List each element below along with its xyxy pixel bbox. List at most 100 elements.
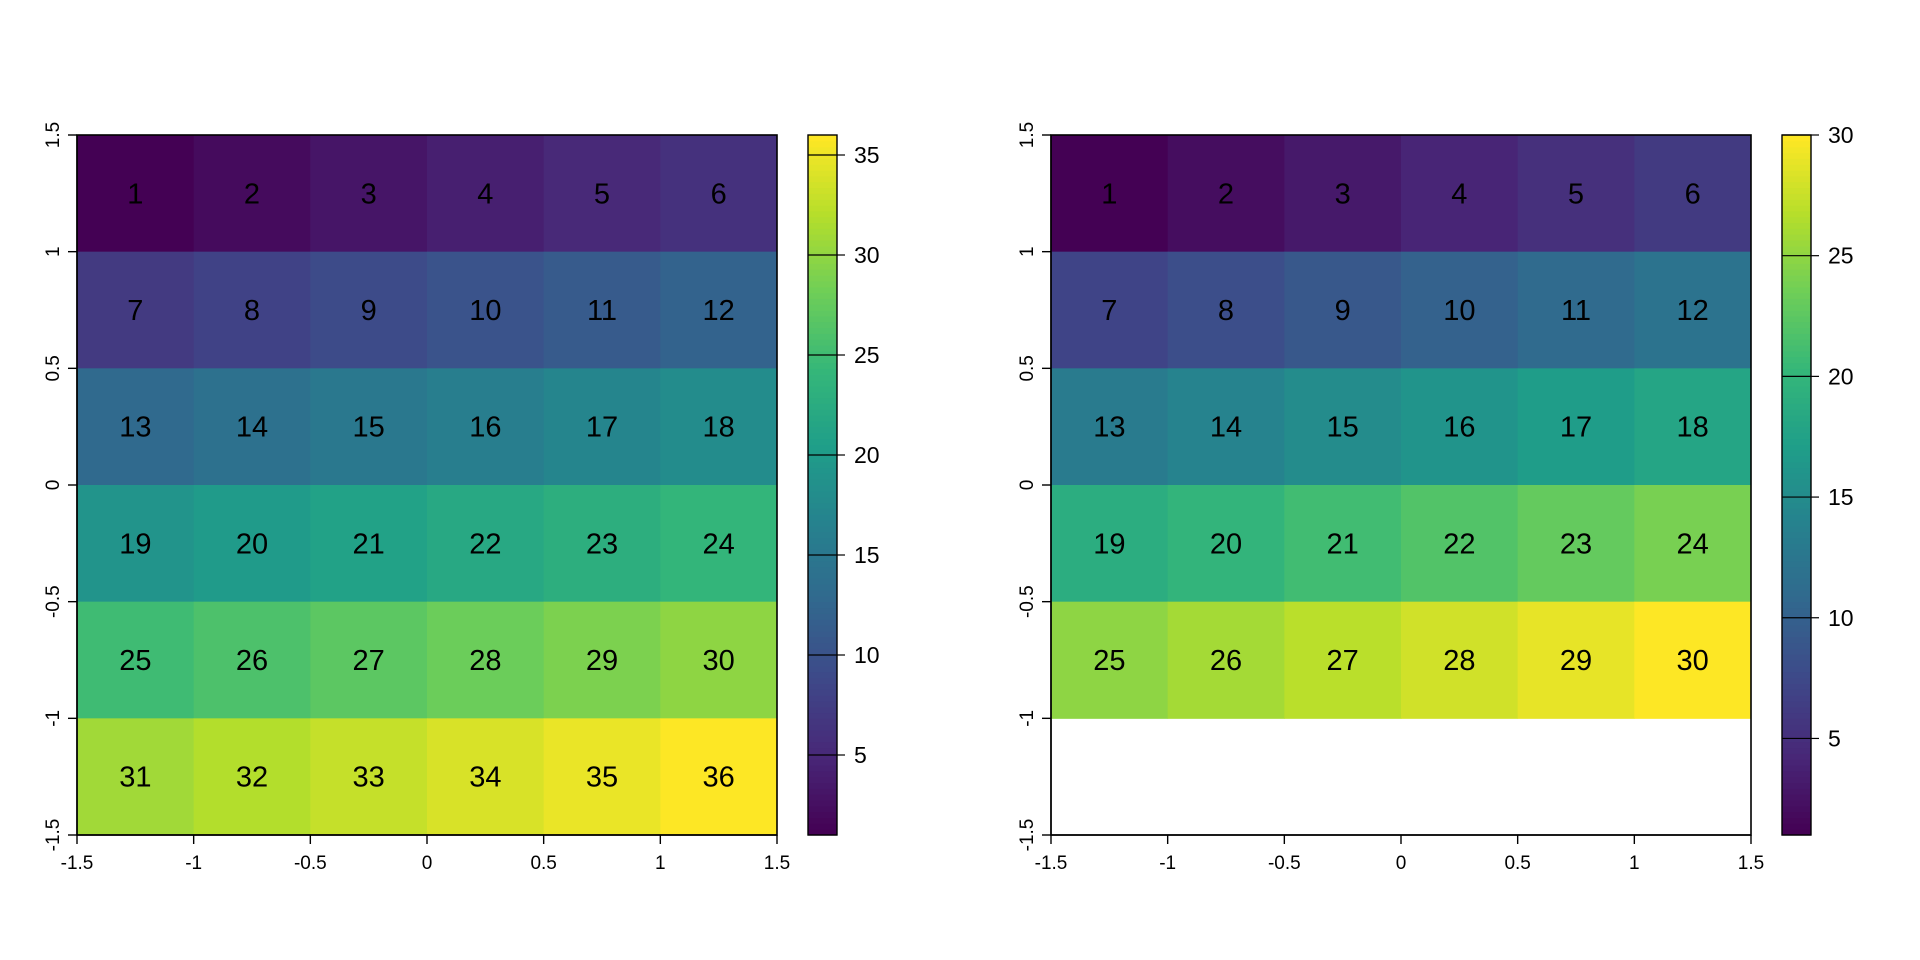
colorbar-band xyxy=(808,403,837,410)
colorbar-band xyxy=(1782,152,1811,159)
colorbar-band xyxy=(1782,339,1811,346)
colorbar-band xyxy=(1782,432,1811,439)
colorbar-band xyxy=(1782,805,1811,813)
heatmap-cells xyxy=(1051,135,1752,719)
heatmap-cell xyxy=(427,251,545,369)
colorbar-band xyxy=(1782,146,1811,154)
colorbar-band xyxy=(808,304,837,311)
colorbar-band xyxy=(1782,648,1811,655)
heatmap-cell xyxy=(193,718,311,836)
colorbar-band xyxy=(1782,660,1811,667)
heatmap-cell xyxy=(310,485,428,603)
colorbar-band xyxy=(808,210,837,218)
colorbar-band xyxy=(808,350,837,358)
x-tick-label: -1 xyxy=(1159,853,1176,874)
colorbar-band xyxy=(1782,607,1811,614)
heatmap-cell xyxy=(1634,135,1752,253)
cell-label: 2 xyxy=(1218,178,1234,210)
cell-label: 3 xyxy=(361,178,377,210)
heatmap-cell xyxy=(1634,251,1752,369)
heatmap-cell xyxy=(1284,368,1402,486)
colorbar-band xyxy=(808,537,837,544)
colorbar-band xyxy=(1782,671,1811,679)
colorbar-band xyxy=(808,426,837,434)
colorbar-band xyxy=(808,590,837,597)
colorbar-band xyxy=(1782,560,1811,568)
cell-label: 25 xyxy=(1093,645,1125,677)
colorbar-band xyxy=(1782,776,1811,784)
cell-label: 22 xyxy=(469,528,501,560)
cell-label: 7 xyxy=(127,295,143,327)
colorbar-band xyxy=(1782,175,1811,183)
colorbar-band xyxy=(1782,765,1811,772)
colorbar-band xyxy=(1782,683,1811,690)
colorbar-band xyxy=(808,584,837,591)
colorbar-band xyxy=(1782,350,1811,358)
heatmap-cell xyxy=(193,485,311,603)
heatmap-cell xyxy=(1167,601,1285,719)
heatmap-cell xyxy=(543,251,661,369)
colorbar-band xyxy=(808,607,837,614)
colorbar-band xyxy=(1782,543,1811,550)
colorbar-band xyxy=(808,345,837,352)
heatmap-cell xyxy=(310,135,428,253)
colorbar-band xyxy=(808,321,837,329)
colorbar-band xyxy=(1782,508,1811,515)
heatmap-cell xyxy=(193,135,311,253)
colorbar-band xyxy=(808,613,837,620)
colorbar-band xyxy=(808,718,837,725)
colorbar-band xyxy=(808,216,837,224)
colorbar-band xyxy=(1782,782,1811,789)
colorbar-band xyxy=(1782,321,1811,329)
heatmap-cell xyxy=(543,601,661,719)
colorbar-band xyxy=(808,601,837,609)
colorbar-band xyxy=(808,327,837,334)
heatmap-cell xyxy=(1167,368,1285,486)
colorbar-band xyxy=(1782,473,1811,480)
colorbar-band xyxy=(808,193,837,200)
cell-label: 15 xyxy=(353,412,385,444)
colorbar-band xyxy=(1782,700,1811,708)
colorbar-band xyxy=(1782,677,1811,684)
colorbar-band xyxy=(1782,228,1811,235)
heatmap-cell xyxy=(1051,135,1169,253)
y-tick-label: 1 xyxy=(1017,246,1038,257)
y-tick-label: 1.5 xyxy=(1017,122,1038,148)
cell-label: 26 xyxy=(1210,645,1242,677)
cell-label: 18 xyxy=(1677,412,1709,444)
colorbar-band xyxy=(808,152,837,159)
colorbar-band xyxy=(1782,665,1811,673)
cell-label: 30 xyxy=(1677,645,1709,677)
colorbar-band xyxy=(1782,310,1811,317)
colorbar-band xyxy=(808,263,837,270)
cell-label: 5 xyxy=(1568,178,1584,210)
colorbar-band xyxy=(808,525,837,533)
colorbar-band xyxy=(808,205,837,212)
heatmap-cell xyxy=(1401,135,1519,253)
y-tick-label: 1.5 xyxy=(43,122,64,148)
colorbar-band xyxy=(1782,595,1811,603)
colorbar: 5 10 15 20 25 30 xyxy=(1781,122,1854,836)
colorbar-band xyxy=(1782,158,1811,165)
cell-label: 28 xyxy=(469,645,501,677)
x-tick-label: -0.5 xyxy=(1268,853,1301,874)
colorbar-band xyxy=(1782,601,1811,609)
colorbar-band xyxy=(808,735,837,743)
heatmap-cell xyxy=(543,135,661,253)
colorbar-band xyxy=(808,228,837,235)
colorbar-band xyxy=(808,298,837,305)
colorbar-band xyxy=(808,805,837,813)
colorbar-band xyxy=(1782,525,1811,533)
cell-label: 11 xyxy=(1561,295,1591,327)
cell-label: 9 xyxy=(1335,295,1351,327)
x-tick-label: 0.5 xyxy=(530,853,556,874)
y-tick-label: 0 xyxy=(1017,480,1038,491)
heatmap-cell xyxy=(1284,485,1402,603)
colorbar-band xyxy=(808,817,837,824)
colorbar-band xyxy=(808,164,837,171)
colorbar-tick-label: 5 xyxy=(854,742,867,768)
heatmap-cell xyxy=(660,135,778,253)
colorbar-band xyxy=(1782,479,1811,486)
colorbar-band xyxy=(1782,718,1811,725)
